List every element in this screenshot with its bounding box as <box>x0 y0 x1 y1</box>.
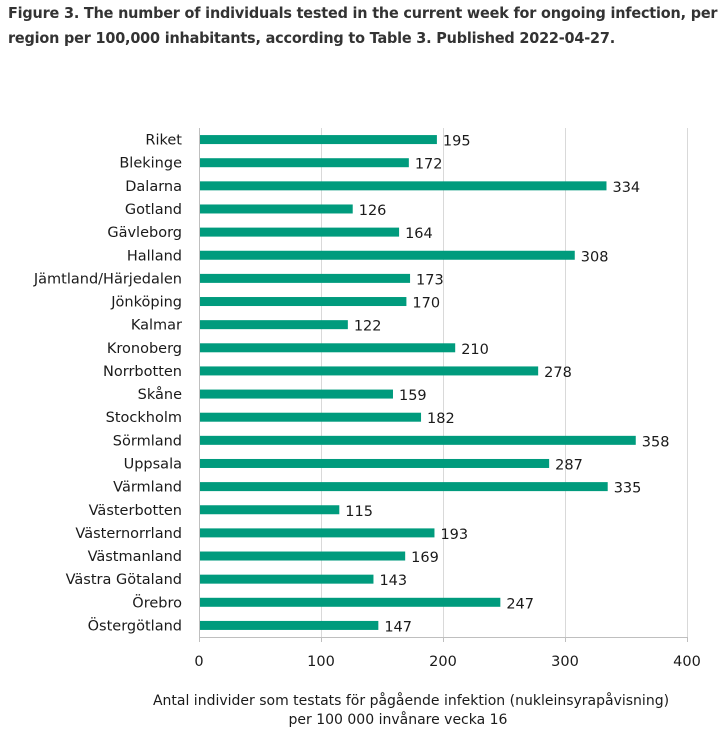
category-label: Kronoberg <box>107 341 182 357</box>
category-label: Skåne <box>138 386 182 403</box>
category-label: Västernorrland <box>75 526 182 542</box>
value-label: 193 <box>440 527 468 543</box>
bar <box>200 250 575 260</box>
x-tick-label: 100 <box>307 654 335 670</box>
value-label: 287 <box>555 457 583 473</box>
value-label: 172 <box>415 157 443 173</box>
category-label: Riket <box>145 133 182 149</box>
x-tick-labels: 0 100 200 300 400 <box>194 654 700 670</box>
category-label: Gävleborg <box>107 225 182 241</box>
x-axis-title-line-2: per 100 000 invånare vecka 16 <box>289 711 508 728</box>
category-label: Gotland <box>125 202 182 218</box>
value-label: 335 <box>614 481 642 497</box>
value-label: 169 <box>411 550 439 566</box>
value-label: 210 <box>461 342 489 358</box>
category-label: Jönköping <box>110 295 182 311</box>
category-label: Västerbotten <box>89 503 182 519</box>
x-tick-label: 300 <box>551 654 579 670</box>
category-label: Västra Götaland <box>66 572 182 588</box>
bar <box>200 551 406 561</box>
bar <box>200 412 422 422</box>
category-label: Värmland <box>113 480 182 496</box>
bar <box>200 158 409 168</box>
value-label: 195 <box>443 134 471 150</box>
category-labels: Riket Blekinge Dalarna Gotland Gävleborg Hall… <box>33 133 182 635</box>
value-label: 147 <box>384 619 412 635</box>
value-label: 115 <box>345 504 373 520</box>
value-label: 159 <box>399 388 427 404</box>
category-label: Norrbotten <box>103 364 182 380</box>
x-axis-title-line-1: Antal individer som testats för pågående… <box>153 692 669 709</box>
value-label: 164 <box>405 226 433 242</box>
value-label: 308 <box>581 249 609 265</box>
category-label: Kalmar <box>131 318 182 334</box>
bar <box>200 181 607 191</box>
bar <box>200 482 608 492</box>
value-label: 182 <box>427 411 455 427</box>
value-label: 173 <box>416 272 444 288</box>
bar <box>200 435 636 445</box>
bars <box>200 135 636 630</box>
value-label: 278 <box>544 365 572 381</box>
category-label: Dalarna <box>125 179 182 195</box>
category-label: Stockholm <box>106 410 182 426</box>
x-tick-label: 400 <box>673 654 701 670</box>
bar <box>200 297 407 307</box>
bar <box>200 597 501 607</box>
value-label: 358 <box>642 434 670 450</box>
value-label: 247 <box>506 596 534 612</box>
bar <box>200 389 393 399</box>
bar <box>200 620 379 630</box>
bar <box>200 343 456 353</box>
bar <box>200 458 550 468</box>
bar <box>200 574 374 584</box>
category-label: Jämtland/Härjedalen <box>33 271 182 287</box>
bar <box>200 273 411 283</box>
value-label: 170 <box>412 296 440 312</box>
value-label: 122 <box>354 319 382 335</box>
value-label: 334 <box>612 180 640 196</box>
category-label: Sörmland <box>113 433 182 449</box>
x-tick-label: 200 <box>429 654 457 670</box>
x-tick-label: 0 <box>194 654 203 670</box>
value-label: 143 <box>379 573 407 589</box>
bar <box>200 204 353 214</box>
bar <box>200 320 348 330</box>
category-label: Östergötland <box>88 616 182 634</box>
bar <box>200 528 435 538</box>
bar <box>200 135 437 145</box>
category-label: Västmanland <box>88 549 182 565</box>
category-label: Uppsala <box>124 456 182 472</box>
category-label: Blekinge <box>119 156 182 172</box>
bar <box>200 227 400 237</box>
axes <box>199 128 688 642</box>
value-label: 126 <box>359 203 387 219</box>
category-label: Örebro <box>132 593 182 611</box>
bar <box>200 505 340 515</box>
category-label: Halland <box>127 248 182 264</box>
figure-title: Figure 3. The number of individuals test… <box>8 4 718 47</box>
bar <box>200 366 539 376</box>
